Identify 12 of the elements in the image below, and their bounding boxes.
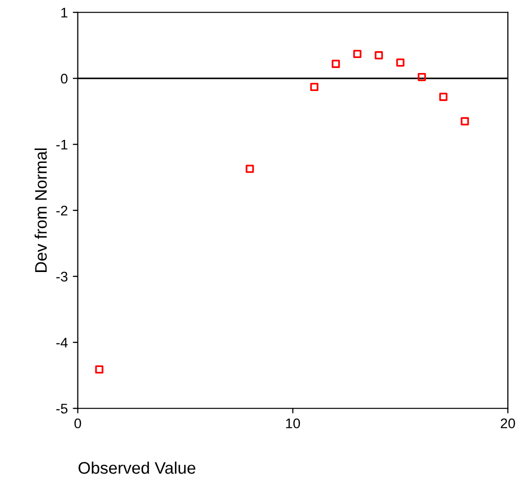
y-tick-label: -4 xyxy=(56,338,68,348)
y-tick-label: -1 xyxy=(56,140,68,150)
y-axis-title: Dev from Normal xyxy=(34,148,47,272)
x-tick-label: 0 xyxy=(74,418,82,428)
y-tick-label: 0 xyxy=(60,74,68,84)
y-tick-label: -2 xyxy=(56,206,68,216)
y-tick-label: -3 xyxy=(56,272,68,282)
x-tick-label: 10 xyxy=(286,418,300,428)
y-tick-label: -5 xyxy=(56,404,68,414)
x-tick-label: 20 xyxy=(500,418,516,428)
y-tick-label: 1 xyxy=(61,8,68,18)
x-axis-title: Observed Value xyxy=(78,462,196,474)
